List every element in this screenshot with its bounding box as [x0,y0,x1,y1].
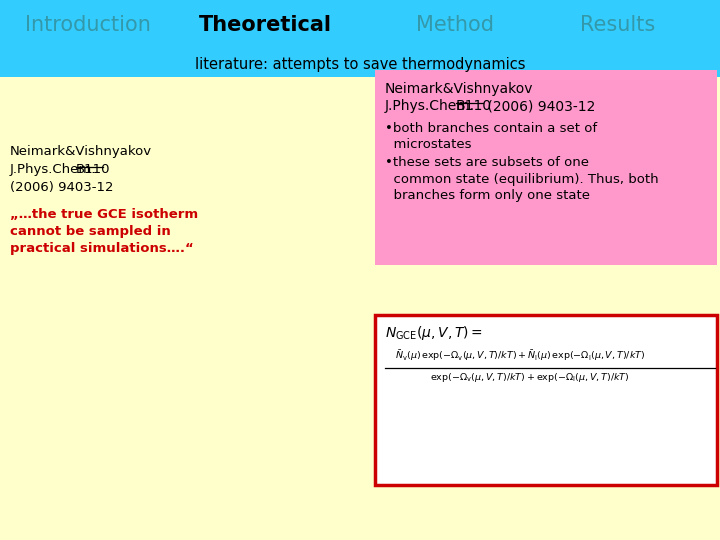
COS(beta) [135,370,143,377]
COS(alfa) [194,354,203,360]
Text: •both branches contain a set of
  microstates: •both branches contain a set of microsta… [385,122,597,152]
Text: J.Phys.Chem.: J.Phys.Chem. [385,99,480,113]
COS(beta) [238,350,246,356]
Text: Neimark&Vishnyakov: Neimark&Vishnyakov [10,145,152,158]
Text: true GCE isotherm: true GCE isotherm [54,305,183,318]
Text: Neimark&Vishnyakov: Neimark&Vishnyakov [385,82,534,96]
Text: cannot be sampled in: cannot be sampled in [10,225,171,238]
COS(alfa) [139,366,148,372]
COS(alfa) [112,371,121,377]
Text: $N_{\rm GCE}(\mu,V,T) =$: $N_{\rm GCE}(\mu,V,T) =$ [385,324,483,342]
X-axis label: chem. pot. [J/mol]: chem. pot. [J/mol] [144,508,231,517]
COS(beta) [125,372,134,379]
Text: „…the true GCE isotherm: „…the true GCE isotherm [10,208,198,221]
Text: Results: Results [580,15,656,35]
Bar [0,50,720,77]
COS(alfa) [1,394,10,401]
Line: COS(alfa): COS(alfa) [5,355,207,399]
Text: adsorption switch
point: adsorption switch point [247,261,347,280]
Text: Introduction: Introduction [25,15,151,35]
COS(beta) [197,358,205,365]
Bar [0,0,720,50]
COS(beta) [95,378,104,384]
Text: literature: attempts to save thermodynamics: literature: attempts to save thermodynam… [194,57,526,71]
COS(beta) [79,381,88,388]
COS(beta) [1,397,10,403]
COS(alfa) [202,353,210,359]
Text: Theoretical: Theoretical [199,15,331,35]
Text: (2006) 9403-12: (2006) 9403-12 [10,181,114,194]
COS(beta) [165,364,174,371]
Text: $\bar{N}_{\rm v}(\mu)\,\exp(-\Omega_{\rm v}(\mu,V,T)/kT) + \bar{N}_{\rm l}(\mu)\: $\bar{N}_{\rm v}(\mu)\,\exp(-\Omega_{\rm… [395,348,645,363]
COS(alfa) [159,361,168,368]
Text: practical simulations….“: practical simulations….“ [10,242,194,255]
Text: (2006) 9403-12: (2006) 9403-12 [483,99,595,113]
Bar [375,70,717,265]
COS(alfa) [43,386,52,392]
Bar [375,315,717,485]
Legend: COS(alfa), COS(beta): COS(alfa), COS(beta) [9,182,76,208]
Text: desorption switch
point: desorption switch point [217,417,323,447]
Text: $\exp(-\Omega_{\rm v}(\mu,V,T)/kT) + \exp(-\Omega_{\rm l}(\mu,V,T)/kT)$: $\exp(-\Omega_{\rm v}(\mu,V,T)/kT) + \ex… [430,371,629,384]
Text: B110: B110 [76,163,110,176]
Text: J.Phys.Chem.: J.Phys.Chem. [10,163,101,176]
Title: curves of states
straight pore with two open cnds: curves of states straight pore with two … [113,158,262,178]
Line: COS(beta): COS(beta) [4,352,243,401]
COS(alfa) [55,383,64,389]
Text: Method: Method [416,15,494,35]
Text: •these sets are subsets of one
  common state (equilibrium). Thus, both
  branch: •these sets are subsets of one common st… [385,156,659,202]
Text: B110: B110 [456,99,492,113]
